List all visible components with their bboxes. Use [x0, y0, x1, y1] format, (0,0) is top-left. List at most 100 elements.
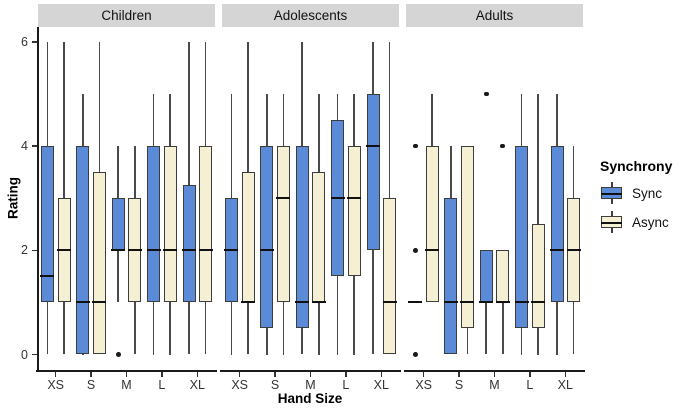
legend-entry: Async: [600, 211, 672, 233]
x-tick-mark: [345, 371, 347, 377]
x-tick-mark: [380, 371, 383, 377]
async-box: [163, 146, 177, 303]
async-outlier: [500, 143, 506, 149]
sync-median: [408, 301, 423, 304]
sync-box: [479, 250, 493, 303]
async-median: [198, 249, 213, 252]
sync-box: [260, 146, 274, 329]
sync-box: [76, 146, 90, 355]
sync-median: [259, 249, 274, 252]
x-tick-mark: [238, 371, 241, 377]
legend-entry-label: Sync: [632, 185, 663, 201]
y-tick-mark: [32, 41, 37, 43]
sync-box: [295, 146, 309, 329]
x-tick-label: M: [305, 378, 316, 392]
sync-box: [111, 198, 125, 251]
x-tick-label: L: [158, 378, 166, 392]
x-tick-label: S: [270, 378, 280, 392]
x-tick-label: XS: [415, 378, 433, 392]
y-tick-mark: [32, 249, 37, 252]
async-median: [241, 301, 255, 304]
async-median: [425, 249, 439, 252]
async-box: [92, 172, 106, 355]
async-box: [199, 146, 213, 303]
y-tick-label: 4: [21, 139, 28, 154]
async-median: [276, 197, 291, 200]
async-median: [57, 249, 71, 252]
async-median: [382, 301, 397, 304]
x-tick-mark: [529, 371, 531, 377]
x-tick-mark: [309, 371, 312, 377]
async-median: [566, 249, 581, 252]
async-box: [347, 146, 361, 277]
sync-median: [443, 301, 458, 304]
async-median: [531, 301, 546, 304]
x-tick-label: L: [526, 378, 534, 392]
x-tick-mark: [54, 371, 57, 377]
x-tick-label: S: [454, 378, 464, 392]
sync-median: [75, 301, 90, 304]
legend-title: Synchrony: [600, 158, 673, 174]
async-box: [496, 250, 510, 303]
async-box: [531, 224, 545, 329]
legend-entry-label: Async: [632, 214, 669, 230]
y-tick-label: 2: [21, 243, 28, 258]
legend-key-boxplot-icon: [600, 182, 624, 204]
x-tick-label: XL: [189, 378, 205, 392]
facet-strip: Adolescents: [222, 4, 399, 27]
y-tick-mark: [32, 353, 37, 356]
x-axis-title: Hand Size: [277, 391, 343, 406]
async-median: [163, 249, 178, 252]
x-tick-label: L: [342, 378, 350, 392]
sync-outlier: [413, 143, 418, 149]
x-tick-label: XS: [47, 378, 65, 392]
x-axis-line: [36, 370, 217, 372]
sync-median: [40, 275, 55, 278]
async-median: [92, 301, 107, 304]
x-tick-mark: [493, 371, 496, 377]
sync-median: [330, 197, 345, 200]
legend-entries: Sync Async: [600, 182, 672, 233]
x-tick-label: M: [121, 378, 132, 392]
x-tick-label: XL: [557, 378, 573, 392]
x-tick-mark: [90, 371, 92, 377]
x-tick-mark: [458, 371, 460, 377]
x-tick-mark: [422, 371, 425, 377]
async-median: [495, 301, 510, 304]
y-tick-label: 6: [21, 34, 28, 49]
y-axis-line: [37, 27, 39, 370]
x-axis-line: [220, 370, 401, 372]
async-box: [312, 172, 326, 303]
x-tick-label: XS: [231, 378, 249, 392]
legend-key-boxplot-icon: [600, 211, 624, 233]
sync-box: [366, 94, 380, 251]
sync-outlier: [413, 247, 418, 253]
async-median: [127, 249, 142, 252]
legend-key-median: [601, 192, 622, 195]
x-tick-mark: [125, 371, 128, 377]
x-tick-mark: [161, 371, 163, 377]
sync-box: [182, 185, 196, 303]
x-axis-line: [404, 370, 585, 372]
x-tick-label: M: [489, 378, 500, 392]
x-tick-mark: [564, 371, 567, 377]
x-tick-mark: [274, 371, 276, 377]
sync-median: [224, 249, 239, 252]
async-median: [347, 197, 362, 200]
x-tick-label: S: [86, 378, 96, 392]
sync-box: [444, 198, 458, 355]
sync-median: [514, 301, 529, 304]
legend-entry: Sync: [600, 182, 672, 204]
y-axis-title: Rating: [5, 177, 21, 219]
async-box: [276, 146, 290, 303]
legend-key-median: [601, 221, 622, 224]
sync-outlier: [483, 91, 489, 97]
sync-box: [40, 146, 54, 303]
sync-median: [295, 301, 310, 304]
x-tick-label: XL: [373, 378, 389, 392]
sync-outlier: [115, 352, 121, 357]
async-box: [241, 172, 255, 303]
y-tick-mark: [32, 145, 37, 147]
async-median: [311, 301, 326, 304]
